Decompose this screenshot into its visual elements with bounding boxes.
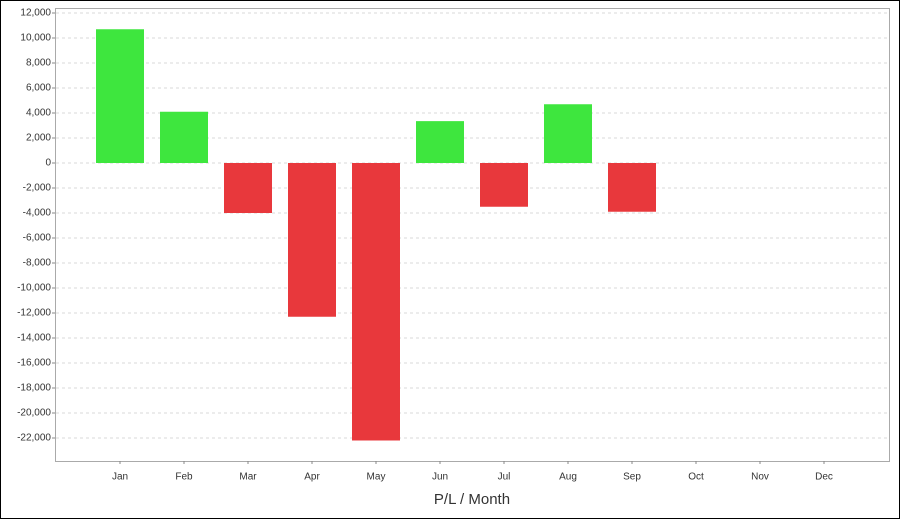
y-tick-label: -10,000 [17,283,51,294]
plot-area [55,8,890,462]
x-tick-label: Mar [239,472,257,483]
y-tick-label: -8,000 [23,258,52,269]
bar [544,104,592,163]
y-tick-label: 8,000 [26,58,51,69]
bar [96,29,144,163]
x-tick-label: Oct [688,472,704,483]
y-tick-label: -22,000 [17,433,51,444]
y-tick-label: -2,000 [23,183,52,194]
bar [416,121,464,163]
x-tick-label: Jun [432,472,448,483]
x-tick-label: Aug [559,472,577,483]
bar [224,163,272,213]
bar [288,163,336,317]
x-tick-label: Nov [751,472,769,483]
y-tick-label: 6,000 [26,83,51,94]
x-axis-title: P/L / Month [434,491,510,508]
x-tick-label: May [367,472,386,483]
bar [608,163,656,212]
y-tick-label: 0 [45,158,51,169]
y-tick-label: 4,000 [26,108,51,119]
x-tick-label: Jul [498,472,511,483]
y-tick-label: 12,000 [20,8,51,19]
bar [480,163,528,207]
y-tick-label: -18,000 [17,383,51,394]
x-tick-label: Jan [112,472,128,483]
y-tick-label: -6,000 [23,233,52,244]
bar [352,163,400,441]
x-tick-label: Apr [304,472,320,483]
x-tick-label: Sep [623,472,641,483]
y-tick-label: -14,000 [17,333,51,344]
y-tick-label: 10,000 [20,33,51,44]
y-tick-label: -12,000 [17,308,51,319]
y-tick-label: -4,000 [23,208,52,219]
bar [160,111,208,163]
x-tick-label: Feb [175,472,193,483]
y-tick-label: 2,000 [26,133,51,144]
y-tick-label: -16,000 [17,358,51,369]
y-tick-label: -20,000 [17,408,51,419]
x-tick-label: Dec [815,472,833,483]
